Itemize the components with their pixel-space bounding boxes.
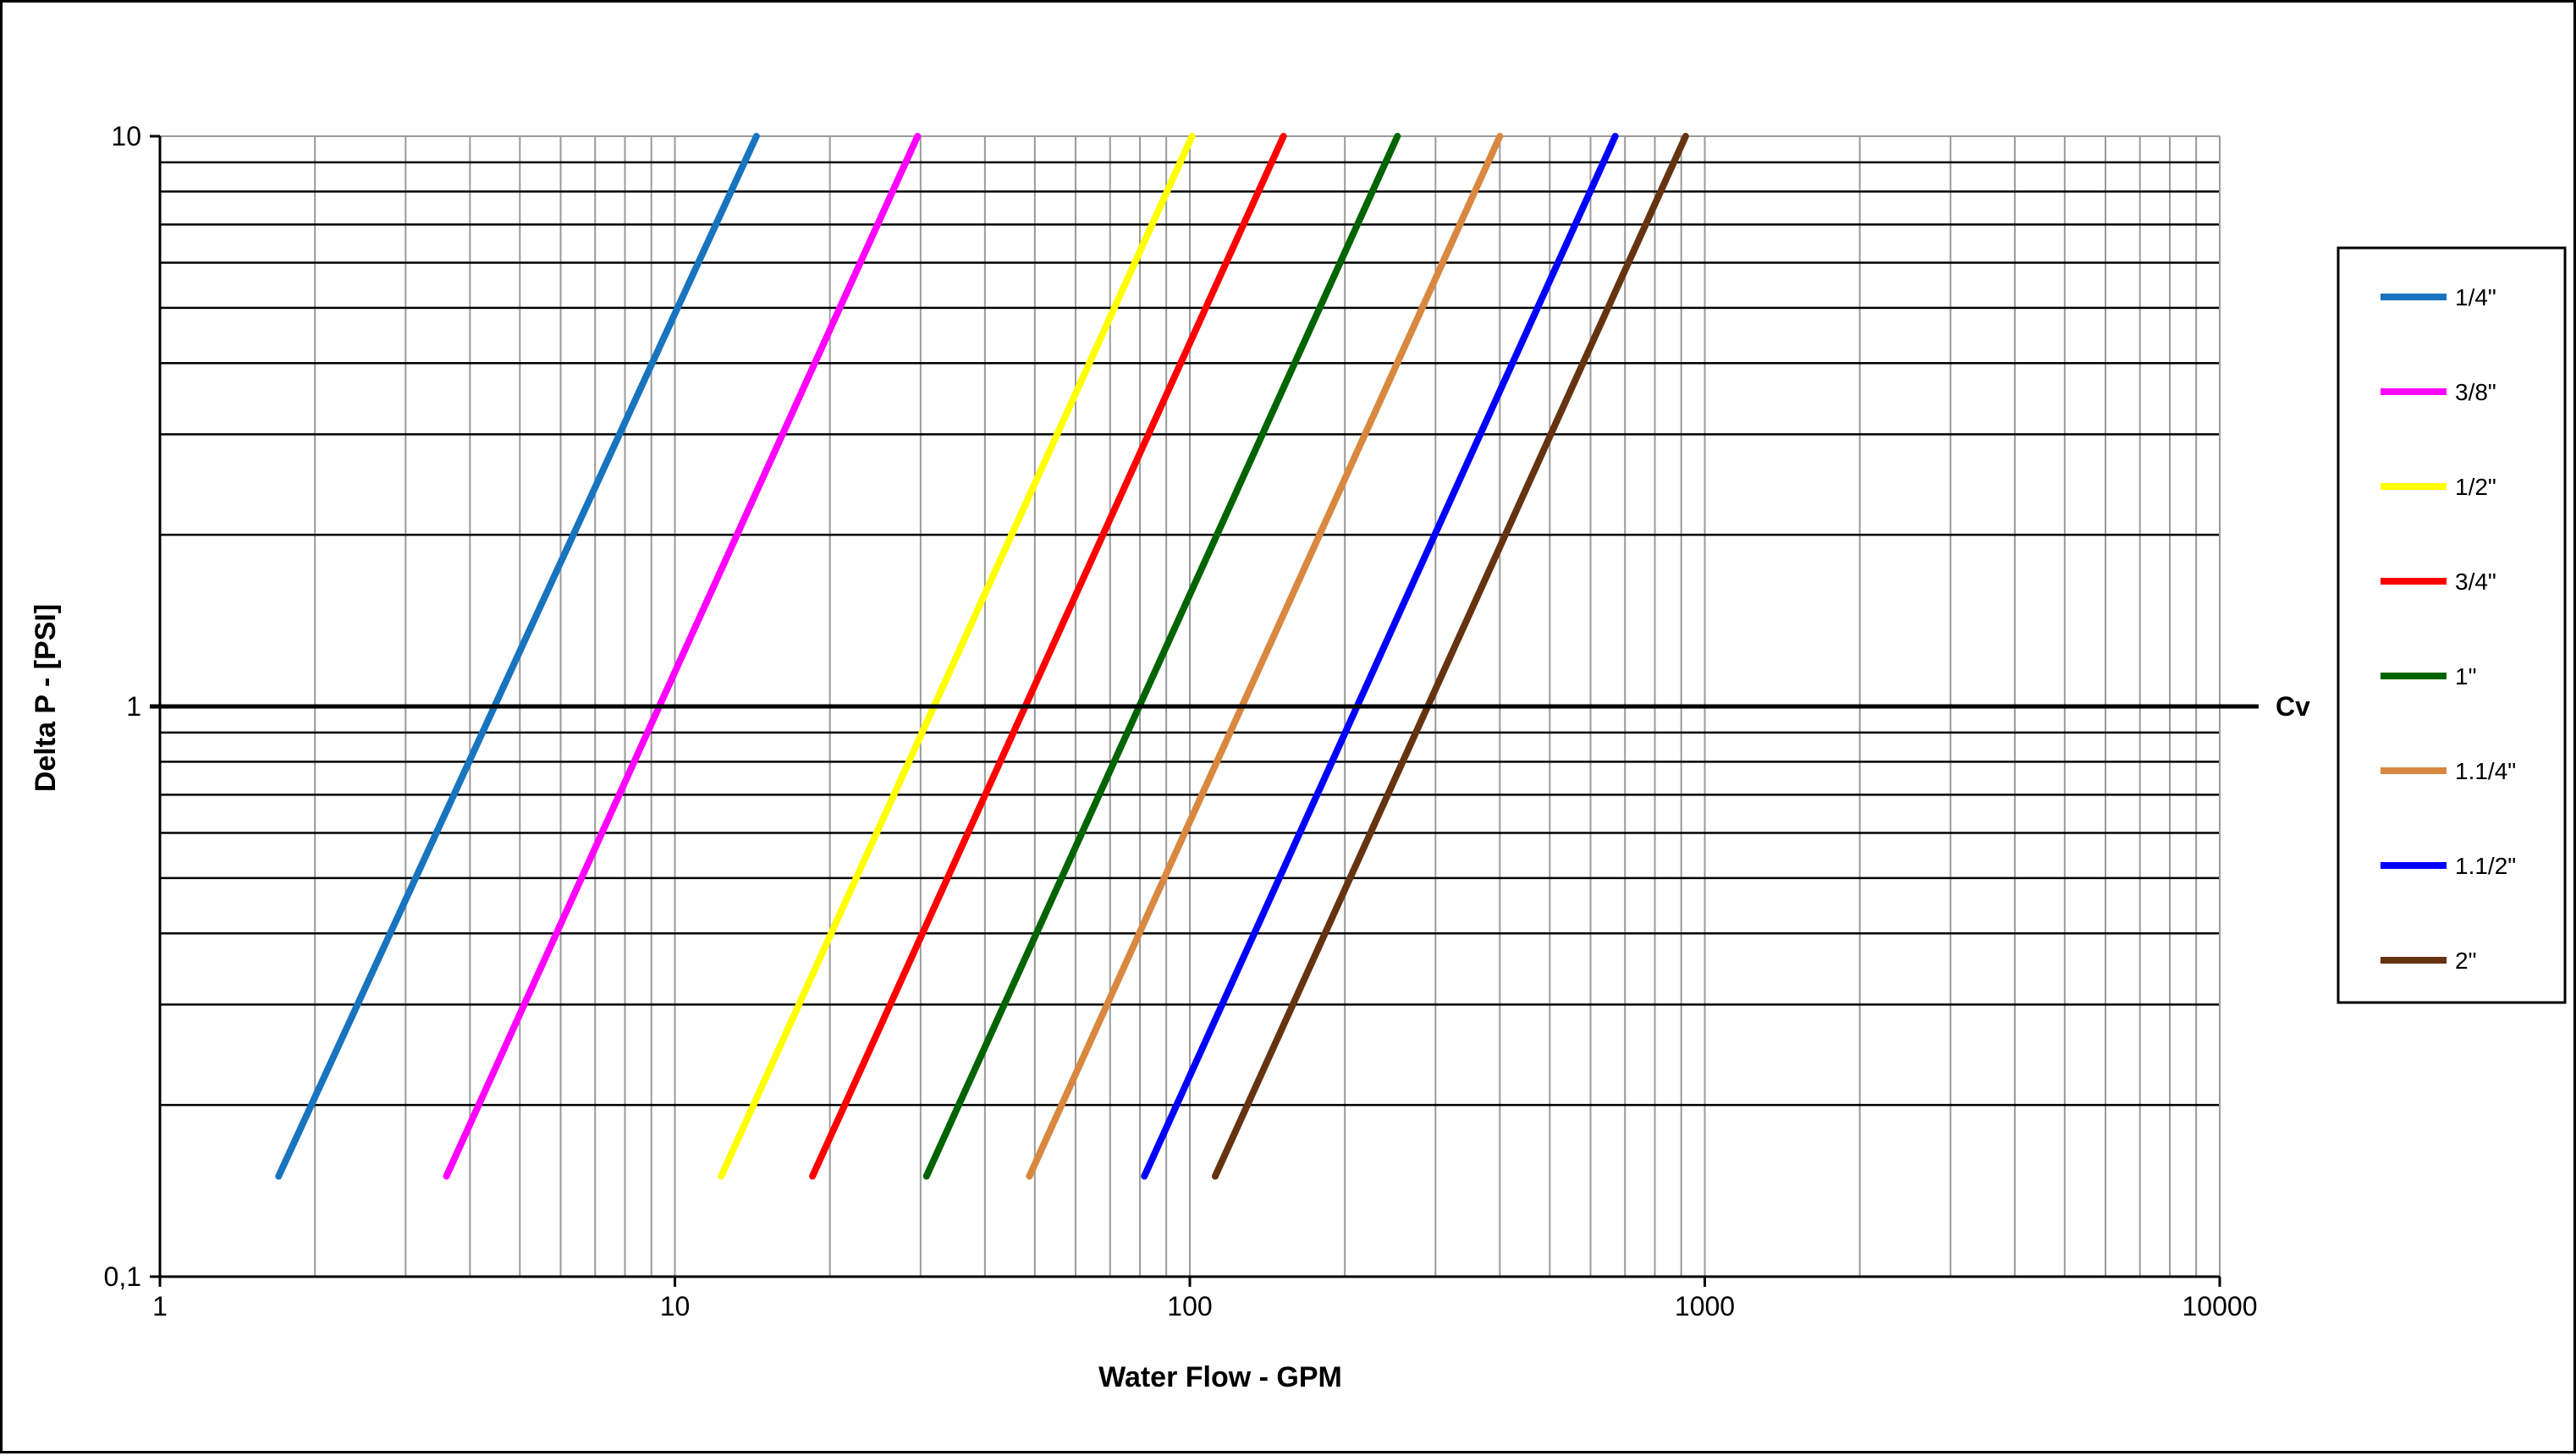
y-tick-label: 10 — [111, 121, 141, 151]
series-line-3 — [718, 133, 1196, 1180]
series-line-5 — [922, 133, 1401, 1180]
legend-label-2: 3/8" — [2455, 379, 2496, 405]
x-tick-label: 100 — [1167, 1291, 1212, 1321]
x-tick-label: 10 — [660, 1291, 691, 1321]
legend-label-7: 1.1/2" — [2455, 853, 2516, 879]
x-tick-label: 10000 — [2182, 1291, 2258, 1321]
series-line-1 — [275, 133, 760, 1180]
x-axis-title: Water Flow - GPM — [1098, 1361, 1342, 1393]
legend-label-4: 3/4" — [2455, 569, 2496, 595]
series-line-4 — [809, 133, 1287, 1180]
legend-box — [2337, 246, 2567, 1004]
x-tick-label: 1 — [152, 1291, 168, 1321]
y-tick-label: 1 — [126, 691, 141, 722]
legend-label-8: 2" — [2455, 948, 2477, 974]
series-line-8 — [1211, 133, 1689, 1180]
series-line-7 — [1141, 133, 1619, 1180]
x-tick-labels: 1 10 100 1000 10000 — [152, 1291, 2257, 1321]
legend-label-6: 1.1/4" — [2455, 758, 2516, 784]
chart: Cv 1 10 100 1000 10000 0,1 1 10 Water Flow - G… — [30, 121, 2567, 1393]
legend-label-5: 1" — [2455, 663, 2477, 690]
reference-line-layer: Cv — [150, 691, 2310, 722]
x-tick-label: 1000 — [1675, 1291, 1735, 1321]
cv-label: Cv — [2276, 691, 2310, 722]
legend: 1/4" 3/8" 1/2" 3/4" 1" 1.1/4" 1.1/2" 2" — [2337, 246, 2567, 1004]
y-tick-label: 0,1 — [104, 1261, 141, 1292]
legend-label-1: 1/4" — [2455, 284, 2496, 310]
series-layer — [275, 133, 1689, 1180]
series-line-2 — [443, 133, 922, 1180]
y-axis-title: Delta P - [PSI] — [30, 604, 62, 792]
series-line-6 — [1026, 133, 1504, 1180]
legend-label-3: 1/2" — [2455, 474, 2496, 500]
y-tick-labels: 0,1 1 10 — [104, 121, 141, 1292]
